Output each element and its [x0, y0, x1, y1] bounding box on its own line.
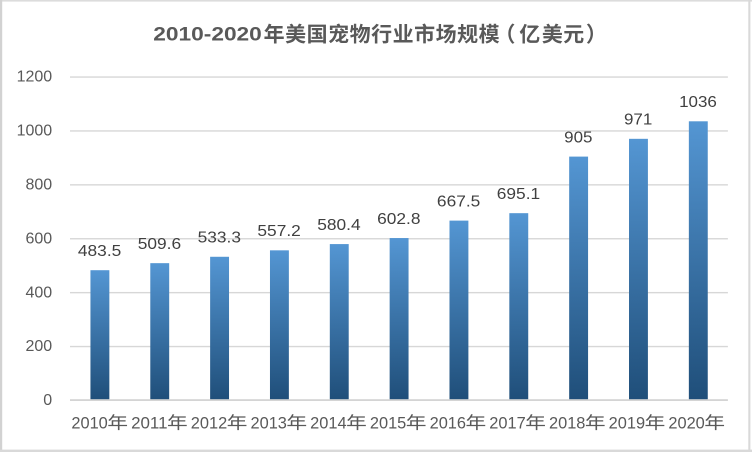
svg-text:2012: 2012	[191, 415, 227, 433]
svg-text:667.5: 667.5	[437, 193, 481, 210]
svg-text:2010-2020: 2010-2020	[153, 24, 261, 46]
svg-text:971: 971	[624, 112, 652, 129]
svg-text:600: 600	[25, 230, 52, 247]
svg-text:2015: 2015	[370, 415, 406, 433]
svg-text:200: 200	[25, 338, 52, 355]
svg-text:602.8: 602.8	[377, 211, 420, 228]
svg-text:580.4: 580.4	[317, 217, 361, 234]
svg-text:1200: 1200	[17, 69, 53, 86]
svg-text:905: 905	[564, 129, 593, 146]
svg-text:2013: 2013	[251, 415, 287, 433]
svg-text:483.5: 483.5	[78, 243, 122, 260]
svg-text:800: 800	[25, 177, 52, 194]
svg-text:400: 400	[25, 284, 52, 301]
svg-text:2019: 2019	[609, 415, 645, 433]
svg-text:557.2: 557.2	[257, 223, 300, 240]
svg-text:2018: 2018	[549, 415, 585, 433]
svg-text:2016: 2016	[430, 415, 466, 433]
svg-text:2011: 2011	[131, 415, 167, 433]
svg-text:1000: 1000	[17, 123, 53, 140]
svg-text:2020: 2020	[668, 415, 704, 433]
svg-text:509.6: 509.6	[138, 236, 181, 253]
svg-text:2017: 2017	[489, 415, 525, 433]
svg-text:2010: 2010	[71, 415, 107, 433]
svg-text:695.1: 695.1	[497, 186, 540, 203]
svg-text:533.3: 533.3	[198, 230, 241, 247]
svg-text:1036: 1036	[679, 94, 717, 111]
svg-text:2014: 2014	[310, 415, 346, 433]
svg-text:0: 0	[43, 392, 52, 409]
